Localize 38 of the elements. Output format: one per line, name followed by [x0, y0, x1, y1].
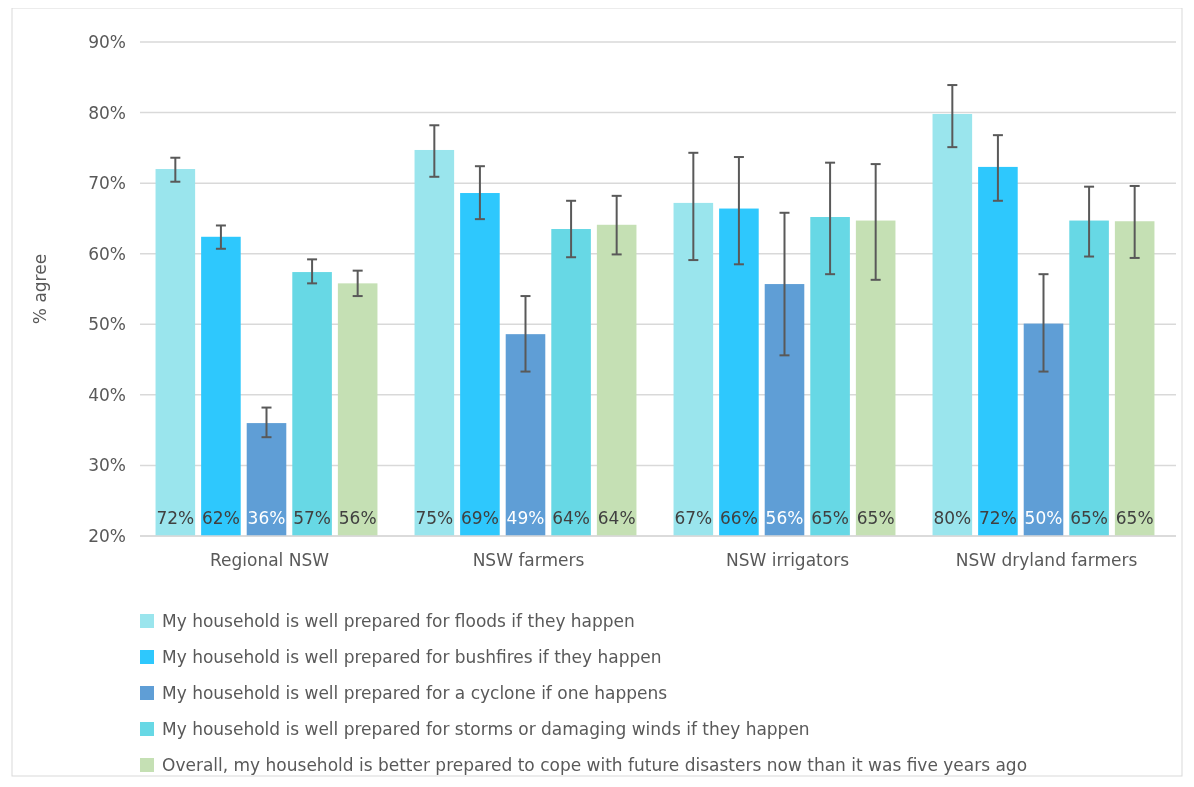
data-label: 65%	[856, 508, 895, 528]
y-tick-label: 70%	[88, 173, 126, 194]
y-tick-label: 30%	[88, 455, 126, 476]
legend-label: My household is well prepared for bushfires if they happen	[162, 646, 662, 667]
data-label: 65%	[1070, 508, 1108, 528]
y-axis-title: % agree	[30, 253, 50, 325]
x-tick-label: NSW dryland farmers	[955, 550, 1138, 570]
data-label: 49%	[506, 508, 545, 528]
legend-label: My household is well prepared for floods if they happen	[162, 610, 635, 631]
legend-label: Overall, my household is better prepared to cope with future disasters now than it was five years ago	[162, 754, 1028, 775]
data-label: 65%	[1115, 508, 1154, 528]
data-label: 62%	[202, 508, 240, 528]
y-tick-label: 90%	[88, 31, 126, 52]
data-label: 80%	[933, 508, 972, 528]
y-tick-label: 40%	[88, 384, 126, 405]
data-label: 64%	[552, 508, 590, 528]
data-label: 57%	[293, 508, 331, 528]
legend-label: My household is well prepared for storms or damaging winds if they happen	[162, 718, 810, 739]
data-label: 56%	[338, 508, 377, 528]
x-tick-label: NSW irrigators	[726, 550, 850, 570]
x-tick-label: Regional NSW	[209, 550, 330, 570]
data-label: 72%	[156, 508, 195, 528]
legend-label: My household is well prepared for a cyclone if one happens	[162, 682, 668, 703]
data-label: 50%	[1024, 508, 1063, 528]
data-label: 69%	[461, 508, 499, 528]
data-label: 75%	[415, 508, 454, 528]
data-label: 65%	[811, 508, 849, 528]
y-tick-label: 50%	[88, 314, 126, 335]
y-tick-label: 80%	[88, 102, 126, 123]
data-label: 67%	[674, 508, 713, 528]
y-tick-label: 20%	[88, 525, 126, 546]
data-label: 72%	[979, 508, 1017, 528]
data-label: 56%	[765, 508, 804, 528]
data-label: 66%	[720, 508, 758, 528]
data-label: 64%	[597, 508, 636, 528]
y-tick-label: 60%	[88, 243, 126, 264]
x-tick-label: NSW farmers	[472, 550, 585, 570]
data-label: 36%	[247, 508, 286, 528]
